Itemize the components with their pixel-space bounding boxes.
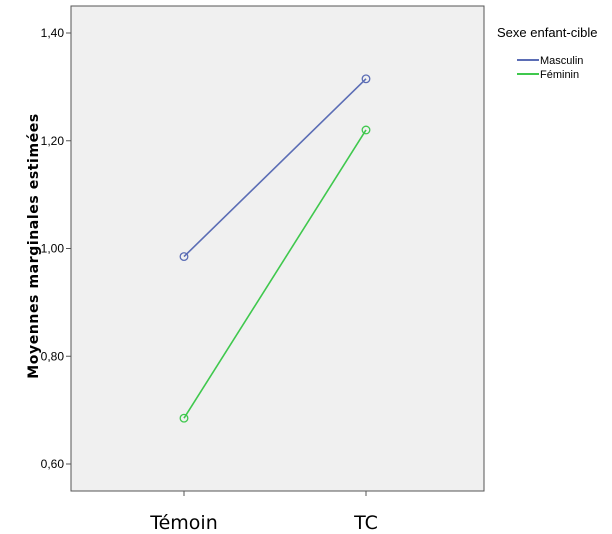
- legend-title: Sexe enfant-cible: [497, 25, 597, 40]
- data-point: [361, 74, 371, 84]
- legend-label: Masculin: [540, 55, 583, 67]
- series-line-1: [183, 129, 367, 419]
- x-tick-label: Témoin: [149, 512, 218, 534]
- series-layer: [179, 74, 371, 423]
- data-point: [179, 252, 189, 262]
- y-axis: 0,60 0,80 1,00 1,20 1,40: [41, 26, 71, 471]
- legend-label: Féminin: [540, 69, 579, 81]
- series-line-0: [183, 78, 367, 258]
- y-tick-label: 1,40: [41, 26, 65, 40]
- y-axis-title: Moyennes marginales estimées: [26, 113, 42, 379]
- y-tick-label: 0,60: [41, 457, 65, 471]
- data-point: [361, 125, 371, 135]
- plot-area: [70, 5, 485, 492]
- y-tick-label: 0,80: [41, 349, 65, 363]
- x-axis: Témoin TC: [149, 491, 378, 534]
- data-point: [179, 413, 189, 423]
- legend: Sexe enfant-cible Masculin Féminin: [497, 25, 597, 81]
- y-tick-label: 1,20: [41, 134, 65, 148]
- x-tick-label: TC: [353, 512, 378, 534]
- y-tick-label: 1,00: [41, 242, 65, 256]
